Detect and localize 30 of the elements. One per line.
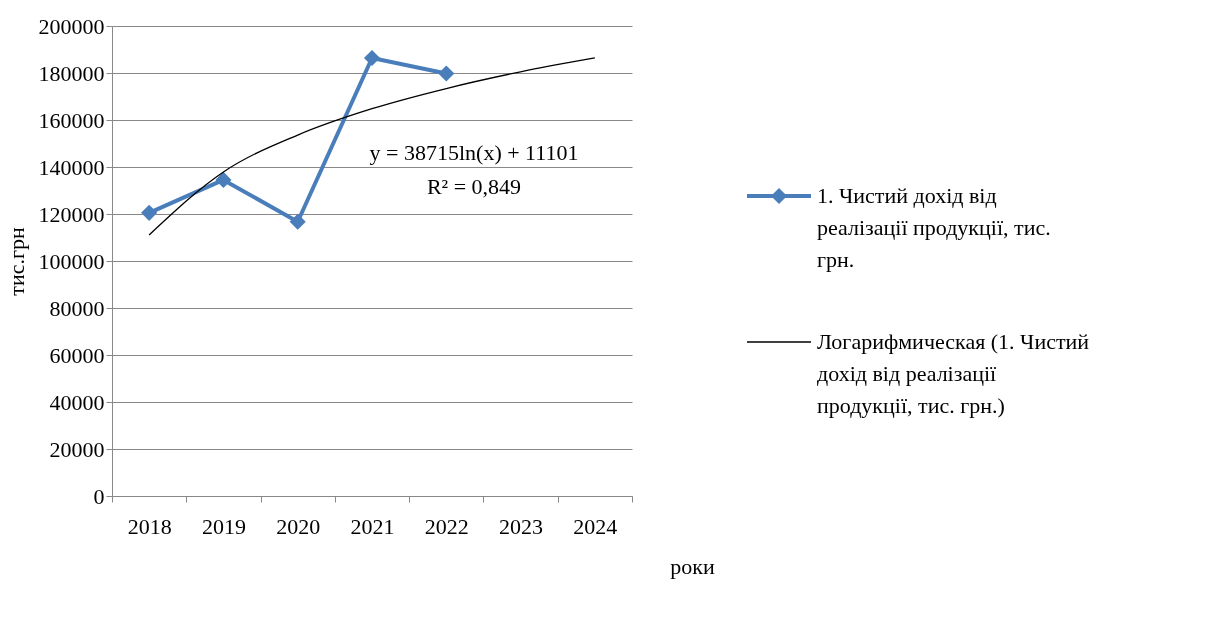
y-axis-title: тис.грн [3,227,29,296]
point [141,204,158,221]
y-tick-label: 20000 [49,436,105,462]
point [438,65,455,82]
legend-label: Логарифмическая (1. Чистий дохід від реалізації продукції, тис. грн.) [817,329,1090,418]
legend-label: 1. Чистий дохід від реалізації продукції, тис. грн. [817,183,1051,272]
y-tick-label: 0 [93,483,105,509]
y-tick-label: 120000 [38,201,105,227]
x-axis-title: роки [670,553,715,579]
point [289,213,306,230]
x-tick-label: 2018 [127,513,172,539]
x-tick-label: 2020 [276,513,321,539]
y-tick-label: 160000 [38,107,105,133]
y-tick-label: 200000 [38,13,105,39]
x-tick-label: 2021 [350,513,395,539]
x-tick-label: 2022 [424,513,469,539]
point [363,49,381,67]
y-tick-label: 40000 [49,389,105,415]
x-tick-label: 2019 [201,513,246,539]
annotation: y = 38715ln(x) + 11101 [369,140,579,165]
point [215,171,232,188]
y-tick-label: 60000 [49,342,105,368]
y-tick-label: 140000 [38,154,105,180]
line-series [148,57,596,236]
x-tick-label: 2024 [573,513,618,539]
annotation: R² = 0,849 [426,174,522,199]
y-tick-label: 180000 [38,60,105,86]
y-tick-label: 80000 [49,295,105,321]
y-tick-label: 100000 [38,248,105,274]
x-tick-label: 2023 [499,513,544,539]
